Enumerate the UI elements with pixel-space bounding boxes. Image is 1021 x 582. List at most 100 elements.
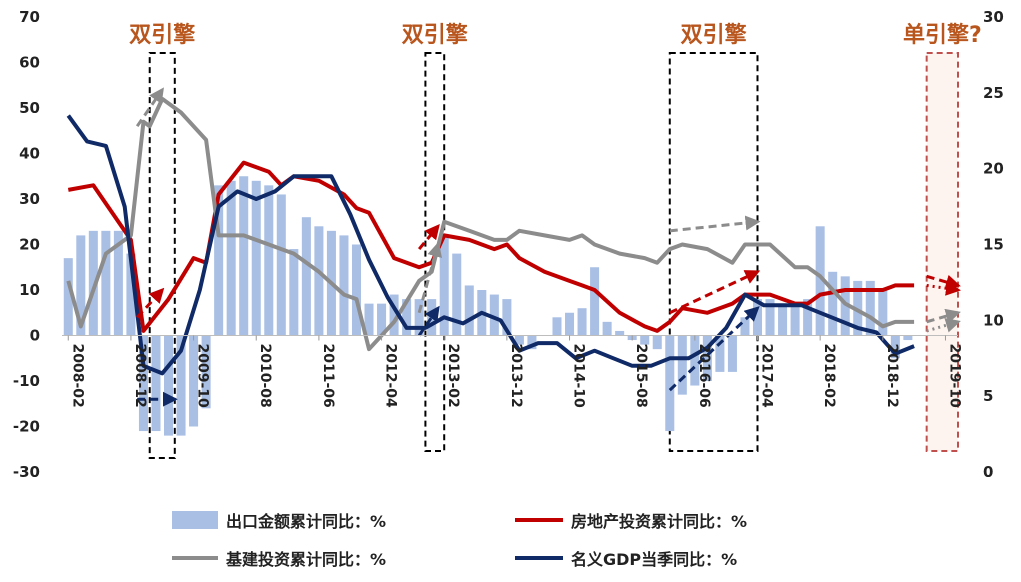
bar-export xyxy=(314,226,324,336)
y-tick-left: -20 xyxy=(13,418,40,436)
trend-arrow xyxy=(417,223,440,251)
bar-export xyxy=(702,335,712,381)
y-tick-right: 15 xyxy=(983,236,1004,254)
x-tick-label: 2008-02 xyxy=(69,344,85,408)
bar-export xyxy=(803,299,813,336)
bar-export xyxy=(652,335,662,350)
bar-export xyxy=(590,267,600,336)
x-tick-label: 2011-06 xyxy=(320,344,336,408)
legend-swatch-export xyxy=(172,511,218,529)
bar-export xyxy=(840,276,850,336)
y-tick-right: 30 xyxy=(983,8,1004,26)
bar-export xyxy=(727,335,737,372)
annotation-box-2 xyxy=(424,52,446,452)
bar-export xyxy=(289,249,299,336)
legend-label-infrastructure: 基建投资累计同比：% xyxy=(226,550,387,569)
bar-export xyxy=(276,194,286,336)
trend-arrow xyxy=(669,270,761,315)
bar-export xyxy=(865,280,875,336)
trend-arrow xyxy=(417,241,442,314)
y-tick-right: 10 xyxy=(983,311,1004,329)
bar-export xyxy=(339,235,349,336)
x-tick-label: 2019-10 xyxy=(946,344,962,409)
bar-export xyxy=(665,335,675,432)
legend-label-gdp: 名义GDP当季同比：% xyxy=(571,550,738,569)
x-tick-label: 2018-02 xyxy=(821,344,837,408)
trend-arrow xyxy=(669,215,761,233)
bar-export xyxy=(151,335,161,432)
trend-arrows xyxy=(135,87,961,407)
x-tick-label: 2014-10 xyxy=(571,344,587,409)
legend-swatch-infrastructure xyxy=(172,556,218,560)
bar-export xyxy=(439,235,449,336)
bar-export xyxy=(903,335,913,341)
bar-export xyxy=(690,335,700,386)
annotation-box-1 xyxy=(148,52,176,459)
x-tick-label: 2017-04 xyxy=(758,344,774,409)
bar-export xyxy=(640,335,650,345)
y-tick-right: 20 xyxy=(983,160,1004,178)
bar-export xyxy=(201,335,211,409)
y-tick-left: 20 xyxy=(19,236,40,254)
x-tick-label: 2008-12 xyxy=(132,344,148,408)
legend-label-realestate: 房地产投资累计同比：% xyxy=(571,512,748,531)
bar-export xyxy=(778,303,788,336)
bar-export xyxy=(377,303,387,336)
bar-export xyxy=(502,299,512,336)
bar-export xyxy=(577,308,587,336)
annotation-label-2: 双引擎 xyxy=(402,23,468,48)
y-tick-left: -30 xyxy=(13,463,40,481)
bar-export xyxy=(890,335,900,359)
bar-export xyxy=(63,258,73,336)
legend-item-infrastructure: 基建投资累计同比：% xyxy=(172,546,386,570)
line-series-2 xyxy=(66,96,915,352)
trend-arrow xyxy=(417,305,440,337)
bar-export xyxy=(715,335,725,372)
bar-export xyxy=(251,180,261,336)
bar-export xyxy=(489,294,499,336)
bar-export xyxy=(351,244,362,336)
bar-export xyxy=(126,253,136,336)
bar-export xyxy=(164,335,174,436)
trend-arrow xyxy=(135,87,164,128)
y-tick-right: 25 xyxy=(983,84,1004,102)
bar-export xyxy=(790,303,800,336)
annotation-box-4 xyxy=(925,52,959,452)
trend-arrow xyxy=(136,287,165,319)
legend-label-export: 出口金额累计同比：% xyxy=(226,512,387,531)
y-tick-left: 70 xyxy=(19,8,40,26)
bar-export xyxy=(402,299,412,336)
bar-export xyxy=(765,299,775,336)
bar-export xyxy=(189,335,199,427)
bar-export xyxy=(138,335,148,432)
y-tick-right: 0 xyxy=(983,463,993,481)
bar-export xyxy=(264,185,274,336)
y-tick-left: 30 xyxy=(19,190,40,208)
trend-arrow xyxy=(668,306,760,392)
bar-export xyxy=(677,335,687,395)
bar-export xyxy=(113,230,123,336)
legend-swatch-realestate xyxy=(515,518,563,522)
y-tick-left: 10 xyxy=(19,281,40,299)
y-tick-left: 0 xyxy=(30,327,40,345)
y-tick-left: 50 xyxy=(19,99,40,117)
bar-export xyxy=(514,335,524,345)
bar-export xyxy=(226,180,236,336)
bar-export xyxy=(364,303,374,336)
x-tick-label: 2010-08 xyxy=(257,344,273,408)
line-series-3 xyxy=(66,114,915,376)
bar-export xyxy=(815,226,825,336)
bar-export xyxy=(452,253,462,336)
legend-swatch-gdp xyxy=(515,556,563,560)
legend-item-realestate: 房地产投资累计同比：% xyxy=(515,508,747,532)
x-tick-label: 2015-08 xyxy=(633,344,649,408)
annotation-label-1: 双引擎 xyxy=(129,23,195,48)
bar-export xyxy=(214,185,224,336)
bar-export xyxy=(878,290,888,336)
x-tick-label: 2012-04 xyxy=(383,344,399,409)
line-series xyxy=(66,96,915,376)
bar-export xyxy=(565,312,575,336)
bar-export xyxy=(464,285,474,336)
x-tick-label: 2009-10 xyxy=(195,344,211,409)
